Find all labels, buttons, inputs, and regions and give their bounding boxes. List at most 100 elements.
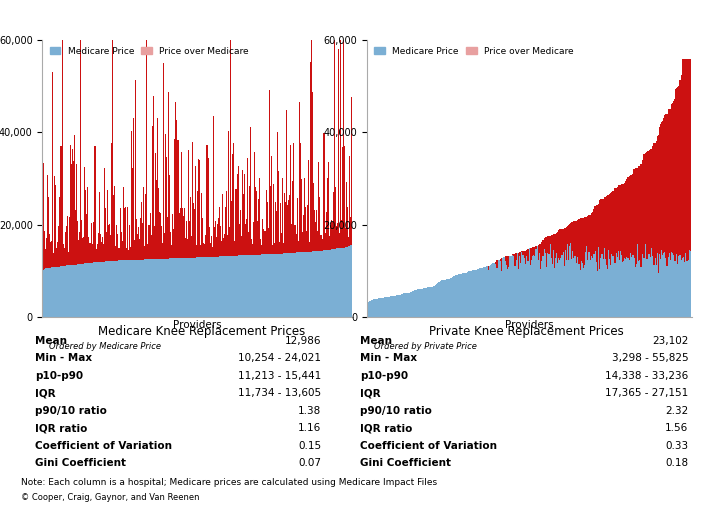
Bar bbox=[493, 263, 494, 317]
Bar bbox=[660, 259, 661, 317]
Bar bbox=[415, 290, 417, 317]
Bar bbox=[659, 254, 660, 317]
Bar bbox=[187, 258, 188, 317]
Bar bbox=[217, 224, 218, 257]
Bar bbox=[253, 222, 254, 255]
Bar bbox=[546, 267, 547, 317]
Bar bbox=[540, 269, 541, 317]
Bar bbox=[381, 298, 382, 317]
Bar bbox=[673, 101, 674, 255]
Bar bbox=[273, 184, 274, 254]
Bar bbox=[566, 227, 567, 260]
Bar bbox=[212, 248, 213, 257]
Bar bbox=[239, 256, 241, 317]
Bar bbox=[630, 175, 632, 257]
Bar bbox=[301, 252, 303, 317]
Bar bbox=[500, 261, 501, 317]
Bar bbox=[395, 296, 396, 317]
Bar bbox=[534, 247, 535, 256]
Bar bbox=[273, 254, 274, 317]
Bar bbox=[616, 187, 618, 257]
Bar bbox=[530, 248, 531, 265]
Bar bbox=[569, 224, 570, 245]
Bar bbox=[592, 258, 593, 317]
Bar bbox=[134, 260, 135, 317]
Bar bbox=[584, 265, 585, 317]
Text: 23,102: 23,102 bbox=[652, 336, 688, 346]
Bar bbox=[203, 243, 205, 257]
Bar bbox=[254, 254, 255, 317]
Bar bbox=[535, 249, 537, 317]
Bar bbox=[674, 99, 675, 260]
Bar bbox=[634, 259, 635, 317]
Bar bbox=[76, 163, 77, 264]
Bar bbox=[154, 226, 155, 259]
Bar bbox=[340, 0, 341, 248]
Bar bbox=[310, 252, 311, 317]
Bar bbox=[570, 243, 571, 317]
Bar bbox=[254, 152, 255, 254]
Bar bbox=[678, 256, 679, 317]
Bar bbox=[668, 110, 669, 257]
Bar bbox=[683, 59, 684, 257]
Bar bbox=[531, 248, 532, 260]
Bar bbox=[593, 208, 594, 254]
Bar bbox=[325, 250, 327, 317]
Bar bbox=[516, 260, 517, 317]
Bar bbox=[380, 298, 381, 317]
Bar bbox=[65, 232, 66, 266]
Bar bbox=[102, 262, 103, 317]
Text: Gini Coefficient: Gini Coefficient bbox=[360, 458, 451, 468]
Bar bbox=[590, 215, 591, 260]
Bar bbox=[505, 257, 506, 261]
Bar bbox=[279, 242, 280, 254]
Legend: Medicare Price, Price over Medicare: Medicare Price, Price over Medicare bbox=[371, 44, 577, 59]
Bar bbox=[654, 258, 656, 317]
Bar bbox=[225, 207, 226, 256]
Bar bbox=[454, 276, 455, 317]
Bar bbox=[296, 252, 297, 317]
Bar bbox=[330, 220, 332, 249]
Bar bbox=[79, 232, 80, 264]
Bar bbox=[599, 200, 600, 269]
Bar bbox=[71, 265, 72, 317]
Bar bbox=[515, 266, 516, 317]
Bar bbox=[515, 253, 516, 266]
Bar bbox=[321, 235, 323, 251]
Bar bbox=[570, 223, 571, 243]
Bar bbox=[342, 147, 343, 248]
Bar bbox=[127, 260, 128, 317]
Bar bbox=[275, 254, 276, 317]
Bar bbox=[436, 284, 437, 317]
Bar bbox=[53, 253, 54, 267]
Bar bbox=[114, 186, 115, 261]
Bar bbox=[162, 259, 163, 317]
Bar bbox=[566, 260, 567, 317]
Bar bbox=[157, 118, 158, 259]
Bar bbox=[538, 260, 539, 317]
Bar bbox=[281, 233, 282, 253]
Bar bbox=[690, 251, 691, 317]
Bar bbox=[59, 197, 61, 267]
Text: 17,365 - 27,151: 17,365 - 27,151 bbox=[605, 388, 688, 398]
Bar bbox=[618, 251, 619, 317]
Bar bbox=[163, 259, 164, 317]
Bar bbox=[252, 255, 253, 317]
Bar bbox=[225, 256, 226, 317]
Bar bbox=[577, 220, 578, 257]
Bar bbox=[478, 269, 479, 317]
Bar bbox=[448, 279, 449, 317]
Bar bbox=[561, 255, 563, 317]
Bar bbox=[56, 248, 57, 267]
Bar bbox=[244, 255, 245, 317]
Bar bbox=[121, 241, 123, 260]
Bar bbox=[565, 227, 566, 250]
Bar bbox=[371, 300, 372, 317]
Text: p90/10 ratio: p90/10 ratio bbox=[360, 406, 432, 416]
Bar bbox=[251, 255, 252, 317]
Bar bbox=[218, 217, 219, 257]
Bar bbox=[567, 226, 568, 244]
Bar bbox=[102, 237, 103, 262]
Bar bbox=[146, 5, 148, 259]
Bar bbox=[662, 122, 663, 255]
